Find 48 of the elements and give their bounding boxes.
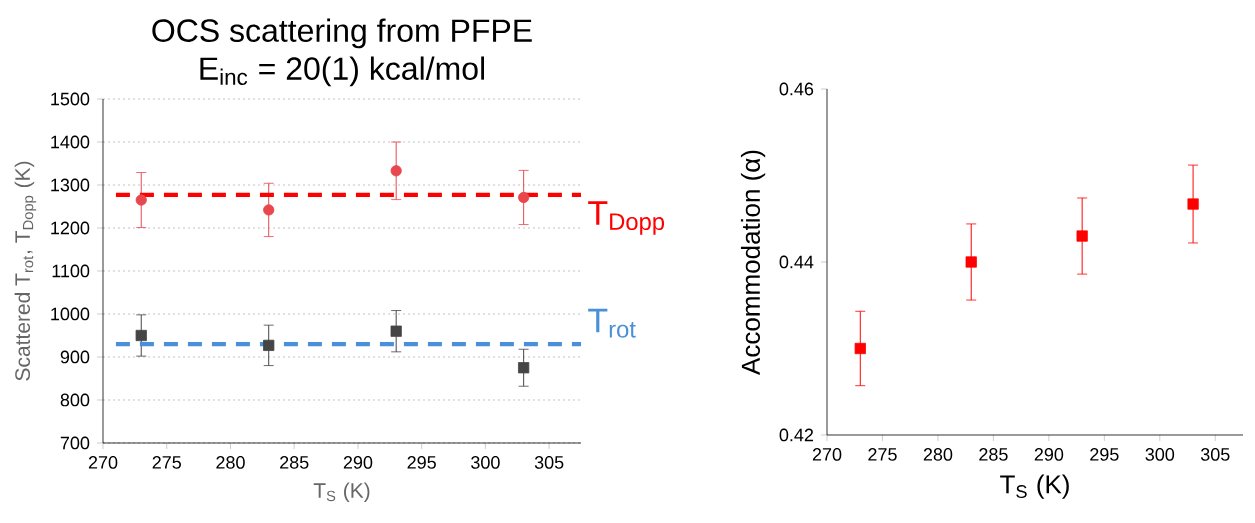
- ref-line-label: T$_{rot}$: [588, 308, 636, 338]
- x-tick-label: 270: [88, 456, 118, 469]
- ref-line-label: T$_{Dopp}$: [588, 201, 665, 235]
- y-tick-label: 700: [60, 436, 90, 450]
- chart-subtitle: E$_{inc}$ = 20(1) kcal/mol: [200, 56, 484, 87]
- y-tick-label: 1500: [51, 92, 90, 106]
- x-tick-label: 305: [1200, 448, 1230, 461]
- y-tick-label: 0.46: [779, 82, 814, 96]
- y-tick-label: 1000: [51, 307, 90, 321]
- y-tick-label: 1400: [51, 135, 90, 149]
- x-tick-label: 270: [812, 448, 842, 461]
- point: [965, 256, 977, 268]
- x-tick-label: 280: [216, 456, 245, 469]
- x-tick-label: 300: [1145, 448, 1175, 461]
- point: [263, 204, 275, 216]
- x-tick-label: 280: [923, 448, 953, 461]
- x-tick-label: 295: [407, 456, 436, 469]
- x-axis-title: T$_{S}$ (K): [313, 482, 370, 503]
- point: [390, 325, 402, 337]
- point: [263, 339, 275, 351]
- y-tick-label: 1300: [51, 178, 90, 192]
- point: [135, 329, 147, 342]
- y-tick-label: 0.44: [779, 255, 814, 269]
- x-tick-label: 305: [534, 456, 564, 469]
- y-tick-label: 0.42: [779, 428, 814, 442]
- y-axis-title: Accommodation (α): [740, 150, 766, 375]
- point: [390, 165, 402, 177]
- y-axis-title: Scattered T$_{rot}$, T$_{Dopp}$ (K): [14, 161, 37, 381]
- point: [854, 342, 866, 355]
- y-tick-label: 1200: [51, 221, 90, 235]
- x-tick-label: 300: [471, 456, 500, 469]
- point: [518, 191, 530, 204]
- x-tick-label: 285: [280, 456, 309, 469]
- y-tick-label: 800: [60, 393, 90, 407]
- x-tick-label: 285: [979, 448, 1008, 461]
- x-tick-label: 295: [1090, 448, 1119, 461]
- chart-title: OCS scattering from PFPE: [152, 18, 532, 49]
- x-tick-label: 290: [1034, 448, 1064, 461]
- x-tick-label: 290: [343, 456, 373, 469]
- point: [518, 362, 530, 374]
- x-tick-label: 275: [868, 448, 897, 461]
- y-tick-label: 900: [60, 350, 90, 364]
- x-axis-title: T$_{S}$ (K): [1000, 474, 1069, 499]
- point: [135, 194, 147, 206]
- y-tick-label: 1100: [52, 264, 90, 278]
- point: [1076, 230, 1088, 242]
- x-tick-label: 275: [152, 456, 181, 469]
- point: [1187, 198, 1199, 210]
